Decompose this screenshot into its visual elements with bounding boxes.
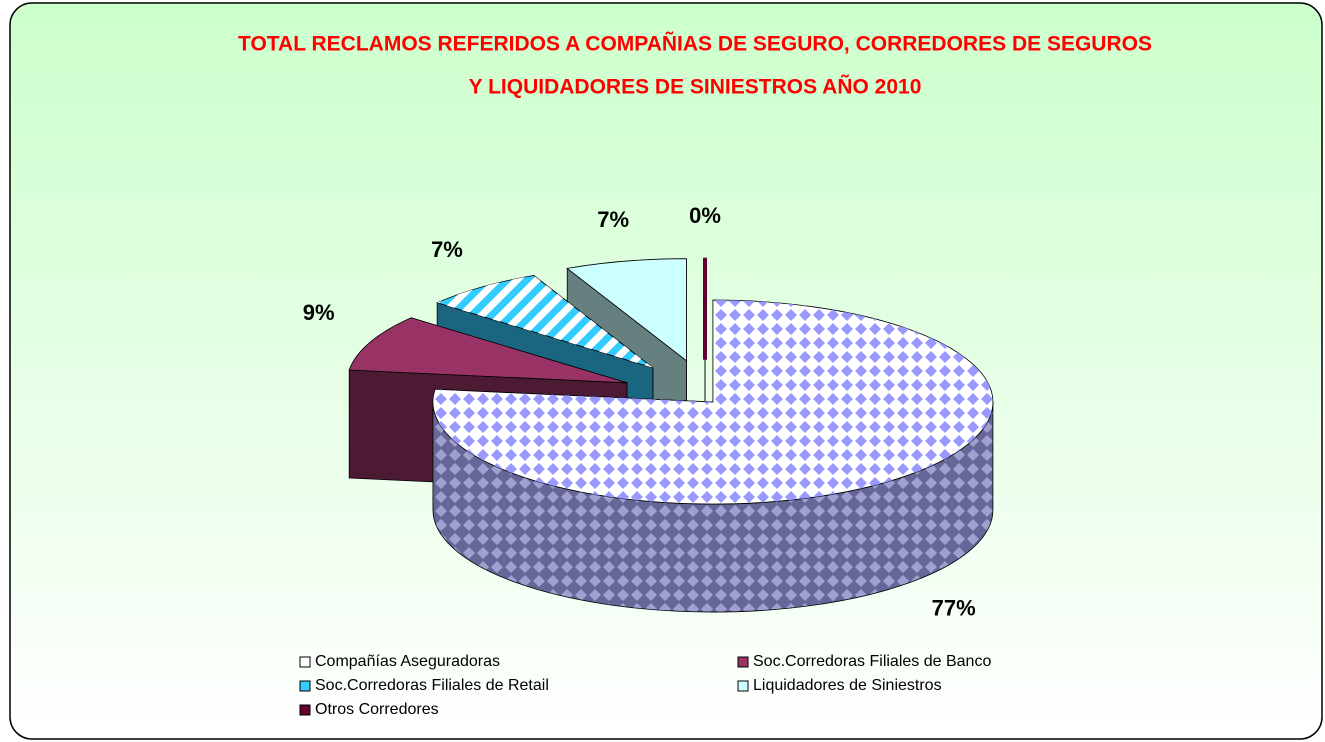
data-label: 9% bbox=[303, 300, 335, 325]
legend-label: Liquidadores de Siniestros bbox=[753, 677, 942, 694]
slice bbox=[432, 299, 994, 613]
data-label: 0% bbox=[689, 203, 721, 228]
data-label: 7% bbox=[597, 207, 629, 232]
slice bbox=[348, 317, 628, 384]
legend-swatch bbox=[737, 680, 749, 692]
legend-swatch bbox=[299, 704, 311, 716]
slice-pattern bbox=[432, 300, 993, 505]
legend-label: Compañías Aseguradoras bbox=[315, 653, 500, 670]
legend-swatch bbox=[737, 656, 749, 668]
legend-label: Otros Corredores bbox=[315, 701, 439, 718]
chart-title: Y LIQUIDADORES DE SINIESTROS AÑO 2010 bbox=[469, 76, 922, 99]
slice-pattern bbox=[437, 275, 653, 368]
legend-swatch bbox=[299, 656, 311, 668]
legend-label: Soc.Corredoras Filiales de Banco bbox=[753, 653, 991, 670]
data-label: 77% bbox=[932, 595, 976, 620]
legend-label: Soc.Corredoras Filiales de Retail bbox=[315, 677, 549, 694]
data-label: 7% bbox=[431, 237, 463, 262]
legend-swatch bbox=[299, 680, 311, 692]
slice bbox=[566, 258, 687, 362]
chart-title: TOTAL RECLAMOS REFERIDOS A COMPAÑIAS DE … bbox=[238, 33, 1152, 56]
